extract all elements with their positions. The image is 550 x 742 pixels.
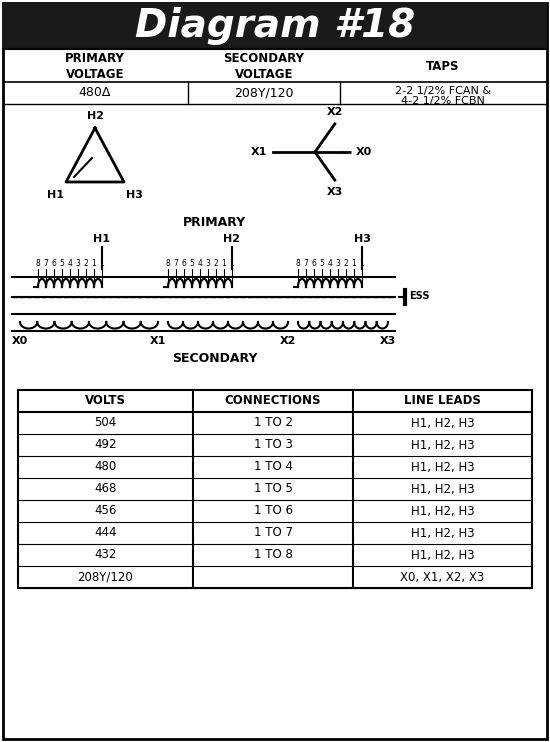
Text: Diagram #18: Diagram #18 xyxy=(135,7,415,45)
Text: 1: 1 xyxy=(360,260,364,269)
Text: 3: 3 xyxy=(75,260,80,269)
Text: PRIMARY: PRIMARY xyxy=(183,215,246,229)
Text: 2: 2 xyxy=(344,260,348,269)
Text: 8: 8 xyxy=(36,260,40,269)
Text: VOLTS: VOLTS xyxy=(85,395,126,407)
Text: H1, H2, H3: H1, H2, H3 xyxy=(411,439,474,451)
Text: H1, H2, H3: H1, H2, H3 xyxy=(411,461,474,473)
Text: LINE LEADS: LINE LEADS xyxy=(404,395,481,407)
Text: PRIMARY
VOLTAGE: PRIMARY VOLTAGE xyxy=(65,51,125,80)
Text: 7: 7 xyxy=(43,260,48,269)
Text: 4: 4 xyxy=(197,260,202,269)
Text: X1: X1 xyxy=(251,147,267,157)
Text: H1: H1 xyxy=(47,190,64,200)
Text: 480: 480 xyxy=(95,461,117,473)
Text: 456: 456 xyxy=(94,505,117,517)
Text: 1 TO 7: 1 TO 7 xyxy=(254,527,293,539)
Text: 5: 5 xyxy=(190,260,195,269)
Text: 1 TO 4: 1 TO 4 xyxy=(254,461,293,473)
Text: 1 TO 8: 1 TO 8 xyxy=(254,548,293,562)
Text: 4: 4 xyxy=(68,260,73,269)
Text: 480Δ: 480Δ xyxy=(79,87,111,99)
Text: 3: 3 xyxy=(336,260,340,269)
Text: X0: X0 xyxy=(12,335,28,346)
Text: 1: 1 xyxy=(222,260,227,269)
Text: 3: 3 xyxy=(206,260,211,269)
Text: 432: 432 xyxy=(94,548,117,562)
Text: 8: 8 xyxy=(166,260,170,269)
Text: 4-2 1/2% FCBN: 4-2 1/2% FCBN xyxy=(401,96,485,106)
Text: X0, X1, X2, X3: X0, X1, X2, X3 xyxy=(400,571,485,583)
Text: 7: 7 xyxy=(304,260,309,269)
Text: 1: 1 xyxy=(92,260,96,269)
Text: 5: 5 xyxy=(59,260,64,269)
FancyBboxPatch shape xyxy=(3,3,547,49)
Text: SECONDARY: SECONDARY xyxy=(172,352,258,366)
Text: 6: 6 xyxy=(182,260,186,269)
Text: 2: 2 xyxy=(213,260,218,269)
Text: 1: 1 xyxy=(230,260,234,269)
Text: H1: H1 xyxy=(94,234,111,244)
Text: H2: H2 xyxy=(223,234,240,244)
Text: H1, H2, H3: H1, H2, H3 xyxy=(411,505,474,517)
Text: X0: X0 xyxy=(356,147,372,157)
Text: H1, H2, H3: H1, H2, H3 xyxy=(411,548,474,562)
Text: X3: X3 xyxy=(327,187,343,197)
Text: 1 TO 3: 1 TO 3 xyxy=(254,439,293,451)
Text: X2: X2 xyxy=(327,107,343,117)
Text: 6: 6 xyxy=(52,260,57,269)
Text: H1, H2, H3: H1, H2, H3 xyxy=(411,482,474,496)
Text: H3: H3 xyxy=(354,234,371,244)
Text: TAPS: TAPS xyxy=(426,59,460,73)
Text: CONNECTIONS: CONNECTIONS xyxy=(225,395,321,407)
Text: H3: H3 xyxy=(125,190,142,200)
Text: 468: 468 xyxy=(94,482,117,496)
Text: 6: 6 xyxy=(311,260,316,269)
Text: 504: 504 xyxy=(95,416,117,430)
Text: 1 TO 5: 1 TO 5 xyxy=(254,482,293,496)
Text: 1: 1 xyxy=(351,260,356,269)
Text: 1: 1 xyxy=(100,260,104,269)
Text: 208Y/120: 208Y/120 xyxy=(234,87,294,99)
Text: 2: 2 xyxy=(84,260,89,269)
Text: 5: 5 xyxy=(320,260,324,269)
Text: 2-2 1/2% FCAN &: 2-2 1/2% FCAN & xyxy=(395,86,491,96)
Text: X2: X2 xyxy=(280,335,296,346)
Text: H1, H2, H3: H1, H2, H3 xyxy=(411,527,474,539)
Text: 1 TO 2: 1 TO 2 xyxy=(254,416,293,430)
Text: X1: X1 xyxy=(150,335,166,346)
Text: 444: 444 xyxy=(94,527,117,539)
Text: 208Y/120: 208Y/120 xyxy=(78,571,133,583)
Text: 492: 492 xyxy=(94,439,117,451)
Text: 7: 7 xyxy=(174,260,178,269)
Text: 1 TO 6: 1 TO 6 xyxy=(254,505,293,517)
Text: ESS: ESS xyxy=(409,291,430,301)
Text: H2: H2 xyxy=(86,111,103,121)
Text: H1, H2, H3: H1, H2, H3 xyxy=(411,416,474,430)
Text: X3: X3 xyxy=(380,335,396,346)
Text: 8: 8 xyxy=(296,260,300,269)
Text: SECONDARY
VOLTAGE: SECONDARY VOLTAGE xyxy=(223,51,305,80)
Text: 4: 4 xyxy=(328,260,332,269)
